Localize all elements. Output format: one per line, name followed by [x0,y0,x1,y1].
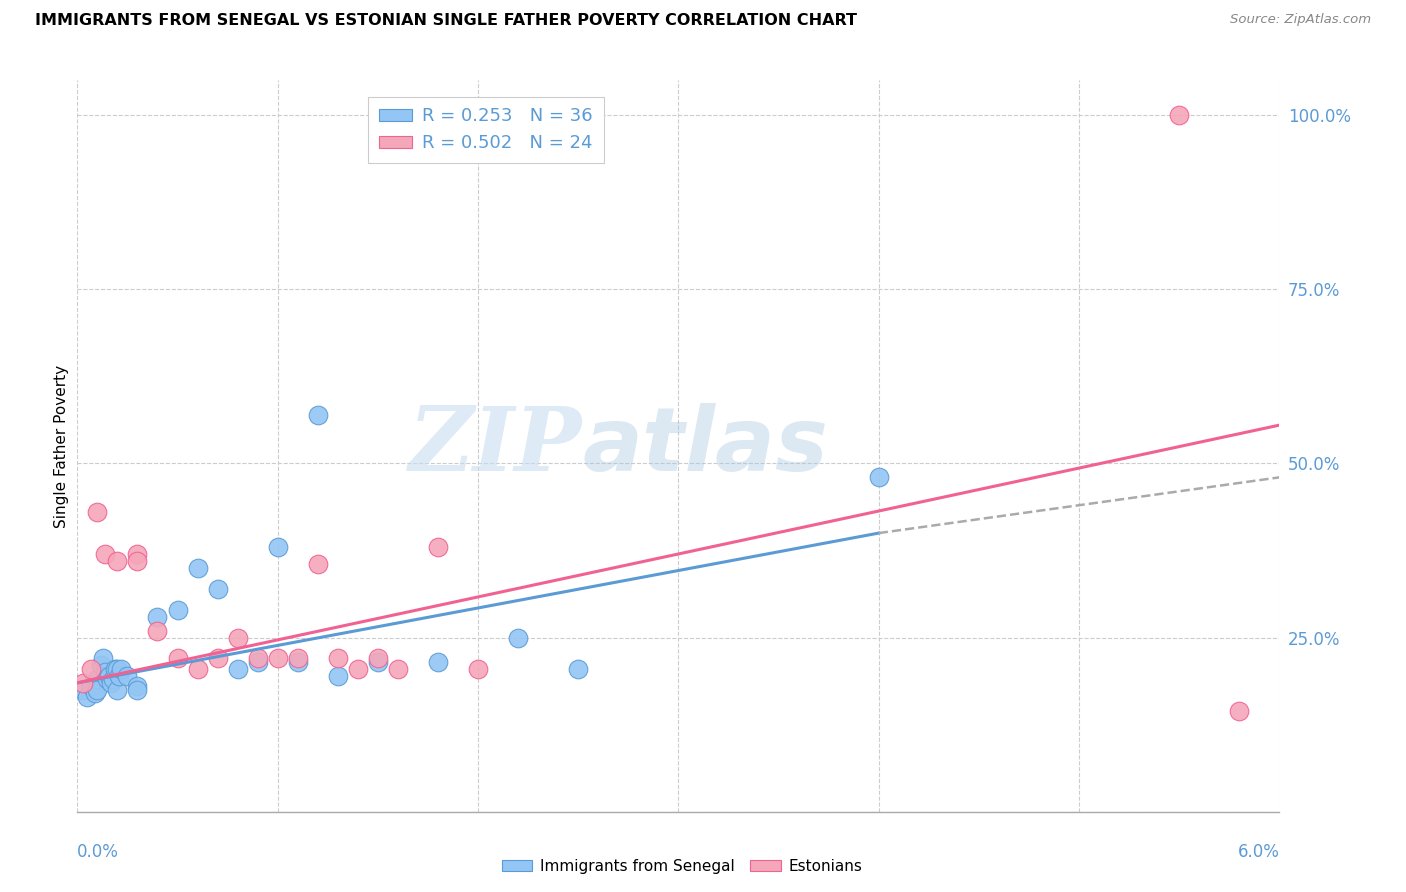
Point [98,669,121,683]
Point [127,682,149,697]
Point [117,669,139,683]
Point [207,651,229,665]
Point [107,662,129,676]
Point [146,609,169,624]
Point [246,651,269,665]
Y-axis label: Single Father Poverty: Single Father Poverty [53,365,69,527]
Legend: R = 0.253   N = 36, R = 0.502   N = 24: R = 0.253 N = 36, R = 0.502 N = 24 [368,96,603,163]
Point [267,651,290,665]
Point [80,662,103,676]
Text: ZIP: ZIP [409,403,582,489]
Text: atlas: atlas [582,402,828,490]
Legend: Immigrants from Senegal, Estonians: Immigrants from Senegal, Estonians [496,853,868,880]
Point [307,408,329,422]
Point [166,651,188,665]
Point [508,631,530,645]
Point [127,554,149,568]
Point [80,679,103,693]
Point [93,651,115,665]
Point [96,673,118,687]
Point [347,662,370,676]
Point [72,676,94,690]
Point [267,540,290,554]
Point [326,669,349,683]
Point [1168,108,1191,122]
Point [94,665,117,680]
Point [387,662,409,676]
Point [76,690,98,704]
Text: 6.0%: 6.0% [1237,843,1279,861]
Point [110,662,132,676]
Point [246,655,269,669]
Point [186,561,209,575]
Point [103,673,125,687]
Point [427,540,450,554]
Point [86,505,108,519]
Point [94,547,117,561]
Point [107,682,129,697]
Point [100,676,122,690]
Point [72,682,94,697]
Point [146,624,169,638]
Point [1229,704,1251,718]
Point [307,558,329,572]
Point [467,662,489,676]
Text: IMMIGRANTS FROM SENEGAL VS ESTONIAN SINGLE FATHER POVERTY CORRELATION CHART: IMMIGRANTS FROM SENEGAL VS ESTONIAN SING… [35,13,858,29]
Point [427,655,450,669]
Point [367,651,389,665]
Point [367,655,389,669]
Point [90,658,112,673]
Point [166,603,188,617]
Point [127,547,149,561]
Point [127,679,149,693]
Point [287,651,309,665]
Point [287,655,309,669]
Point [108,669,131,683]
Text: Source: ZipAtlas.com: Source: ZipAtlas.com [1230,13,1371,27]
Point [326,651,349,665]
Point [567,662,589,676]
Point [207,582,229,596]
Point [104,662,127,676]
Point [107,554,129,568]
Point [86,673,108,687]
Point [868,470,890,484]
Point [226,662,249,676]
Point [84,686,107,700]
Point [186,662,209,676]
Point [226,631,249,645]
Point [86,682,108,697]
Text: 0.0%: 0.0% [77,843,120,861]
